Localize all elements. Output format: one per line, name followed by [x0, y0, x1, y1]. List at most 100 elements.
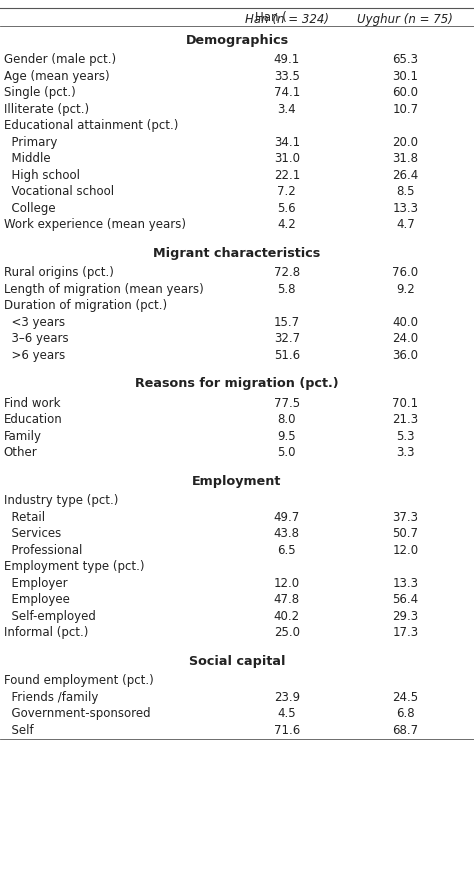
Text: Government-sponsored: Government-sponsored — [4, 707, 150, 720]
Text: 72.8: 72.8 — [273, 267, 300, 279]
Text: 40.2: 40.2 — [273, 610, 300, 623]
Text: Employee: Employee — [4, 594, 70, 606]
Text: <3 years: <3 years — [4, 315, 65, 329]
Text: 51.6: 51.6 — [273, 349, 300, 361]
Text: 49.1: 49.1 — [273, 53, 300, 66]
Text: Age (mean years): Age (mean years) — [4, 70, 109, 82]
Text: Self: Self — [4, 724, 33, 737]
Text: 20.0: 20.0 — [392, 136, 418, 149]
Text: High school: High school — [4, 168, 80, 182]
Text: 37.3: 37.3 — [392, 510, 418, 524]
Text: 4.5: 4.5 — [277, 707, 296, 720]
Text: 30.1: 30.1 — [392, 70, 418, 82]
Text: 21.3: 21.3 — [392, 413, 419, 426]
Text: 60.0: 60.0 — [392, 86, 418, 99]
Text: Length of migration (mean years): Length of migration (mean years) — [4, 283, 203, 296]
Text: Vocational school: Vocational school — [4, 185, 114, 198]
Text: 6.8: 6.8 — [396, 707, 415, 720]
Text: 43.8: 43.8 — [274, 527, 300, 540]
Text: 71.6: 71.6 — [273, 724, 300, 737]
Text: 25.0: 25.0 — [274, 626, 300, 640]
Text: 5.8: 5.8 — [277, 283, 296, 296]
Text: 47.8: 47.8 — [273, 594, 300, 606]
Text: 8.0: 8.0 — [277, 413, 296, 426]
Text: 23.9: 23.9 — [273, 691, 300, 703]
Text: 12.0: 12.0 — [392, 544, 419, 556]
Text: 8.5: 8.5 — [396, 185, 415, 198]
Text: 33.5: 33.5 — [274, 70, 300, 82]
Text: Informal (pct.): Informal (pct.) — [4, 626, 88, 640]
Text: Work experience (mean years): Work experience (mean years) — [4, 218, 186, 231]
Text: 36.0: 36.0 — [392, 349, 418, 361]
Text: 74.1: 74.1 — [273, 86, 300, 99]
Text: 15.7: 15.7 — [273, 315, 300, 329]
Text: 3.4: 3.4 — [277, 103, 296, 116]
Text: 76.0: 76.0 — [392, 267, 419, 279]
Text: 65.3: 65.3 — [392, 53, 418, 66]
Text: Duration of migration (pct.): Duration of migration (pct.) — [4, 299, 167, 312]
Text: Retail: Retail — [4, 510, 45, 524]
Text: Education: Education — [4, 413, 63, 426]
Text: 24.0: 24.0 — [392, 332, 419, 346]
Text: 9.5: 9.5 — [277, 430, 296, 443]
Text: 29.3: 29.3 — [392, 610, 419, 623]
Text: 3.3: 3.3 — [396, 447, 415, 459]
Text: >6 years: >6 years — [4, 349, 65, 361]
Text: 7.2: 7.2 — [277, 185, 296, 198]
Text: 32.7: 32.7 — [273, 332, 300, 346]
Text: 31.8: 31.8 — [392, 152, 418, 166]
Text: 3–6 years: 3–6 years — [4, 332, 68, 346]
Text: Services: Services — [4, 527, 61, 540]
Text: 5.0: 5.0 — [277, 447, 296, 459]
Text: Uyghur (n = 75): Uyghur (n = 75) — [357, 13, 453, 27]
Text: 4.7: 4.7 — [396, 218, 415, 231]
Text: Han (n = 324): Han (n = 324) — [245, 13, 329, 27]
Text: Family: Family — [4, 430, 42, 443]
Text: 17.3: 17.3 — [392, 626, 419, 640]
Text: Educational attainment (pct.): Educational attainment (pct.) — [4, 120, 178, 132]
Text: Gender (male pct.): Gender (male pct.) — [4, 53, 116, 66]
Text: 50.7: 50.7 — [392, 527, 418, 540]
Text: 26.4: 26.4 — [392, 168, 419, 182]
Text: Professional: Professional — [4, 544, 82, 556]
Text: Middle: Middle — [4, 152, 50, 166]
Text: Find work: Find work — [4, 397, 60, 409]
Text: Demographics: Demographics — [185, 34, 289, 47]
Text: College: College — [4, 202, 55, 214]
Text: Employment: Employment — [192, 475, 282, 488]
Text: 49.7: 49.7 — [273, 510, 300, 524]
Text: 56.4: 56.4 — [392, 594, 419, 606]
Text: Primary: Primary — [4, 136, 57, 149]
Text: Single (pct.): Single (pct.) — [4, 86, 75, 99]
Text: Found employment (pct.): Found employment (pct.) — [4, 674, 154, 688]
Text: Rural origins (pct.): Rural origins (pct.) — [4, 267, 114, 279]
Text: 5.3: 5.3 — [396, 430, 415, 443]
Text: Industry type (pct.): Industry type (pct.) — [4, 494, 118, 508]
Text: Self-employed: Self-employed — [4, 610, 96, 623]
Text: 77.5: 77.5 — [273, 397, 300, 409]
Text: 6.5: 6.5 — [277, 544, 296, 556]
Text: Han (: Han ( — [255, 11, 287, 24]
Text: Friends /family: Friends /family — [4, 691, 98, 703]
Text: 10.7: 10.7 — [392, 103, 419, 116]
Text: 5.6: 5.6 — [277, 202, 296, 214]
Text: Employer: Employer — [4, 577, 67, 590]
Text: 34.1: 34.1 — [273, 136, 300, 149]
Text: Illiterate (pct.): Illiterate (pct.) — [4, 103, 89, 116]
Text: 13.3: 13.3 — [392, 577, 418, 590]
Text: 22.1: 22.1 — [273, 168, 300, 182]
Text: 9.2: 9.2 — [396, 283, 415, 296]
Text: 70.1: 70.1 — [392, 397, 419, 409]
Text: Reasons for migration (pct.): Reasons for migration (pct.) — [135, 377, 339, 390]
Text: 4.2: 4.2 — [277, 218, 296, 231]
Text: 40.0: 40.0 — [392, 315, 418, 329]
Text: 68.7: 68.7 — [392, 724, 419, 737]
Text: 24.5: 24.5 — [392, 691, 419, 703]
Text: 31.0: 31.0 — [274, 152, 300, 166]
Text: Other: Other — [4, 447, 37, 459]
Text: Social capital: Social capital — [189, 655, 285, 668]
Text: 13.3: 13.3 — [392, 202, 418, 214]
Text: Employment type (pct.): Employment type (pct.) — [4, 560, 144, 573]
Text: Migrant characteristics: Migrant characteristics — [154, 246, 320, 260]
Text: 12.0: 12.0 — [273, 577, 300, 590]
